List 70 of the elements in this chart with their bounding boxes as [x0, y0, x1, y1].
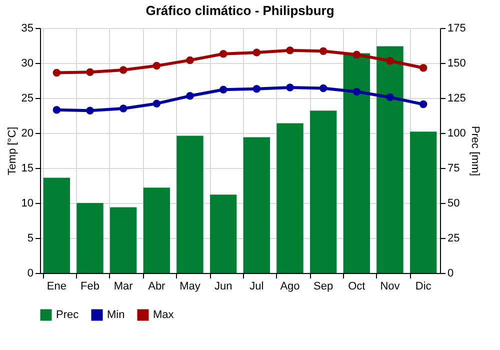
- point: [419, 64, 428, 72]
- x-tick-label: Jul: [250, 280, 264, 292]
- point: [86, 68, 94, 76]
- bar: [243, 137, 270, 273]
- y-tick-label: 35: [21, 22, 34, 34]
- x-tick-label: Oct: [348, 280, 366, 292]
- x-tick-label: Ene: [46, 280, 66, 292]
- point: [252, 48, 261, 56]
- y2-tick-label: 125: [448, 92, 466, 104]
- bar: [210, 194, 237, 273]
- y2-tick-label: 0: [448, 268, 454, 280]
- chart-title: Gráfico climático - Philipsburg: [146, 3, 334, 18]
- point: [119, 66, 128, 74]
- bar: [76, 203, 104, 273]
- y-tick-label: 25: [21, 92, 34, 104]
- y-tick-label: 20: [21, 128, 34, 140]
- y-tick-label: 5: [27, 232, 34, 244]
- bar: [343, 53, 370, 273]
- bar: [176, 136, 204, 273]
- y2-axis-title: Prec [mm]: [468, 126, 481, 176]
- point: [386, 93, 394, 102]
- point: [286, 84, 294, 92]
- point: [219, 50, 228, 58]
- point: [152, 62, 161, 70]
- legend-label: Min: [107, 309, 125, 321]
- y-tick-label: 30: [21, 58, 34, 70]
- bar: [143, 188, 170, 273]
- y-tick-label: 0: [27, 268, 34, 280]
- x-tick-label: Jun: [214, 280, 232, 292]
- bar: [376, 46, 404, 273]
- point: [352, 50, 361, 58]
- bar: [110, 207, 137, 273]
- point: [386, 57, 394, 65]
- y2-tick-label: 150: [448, 58, 466, 70]
- legend-label: Max: [153, 309, 174, 321]
- point: [419, 100, 428, 108]
- point: [319, 47, 328, 55]
- point: [152, 100, 161, 108]
- legend-label: Prec: [56, 309, 80, 321]
- x-tick-label: May: [180, 280, 201, 292]
- point: [52, 68, 61, 77]
- bar: [310, 110, 337, 273]
- y2-tick-label: 75: [448, 162, 460, 174]
- bar: [43, 178, 70, 273]
- point: [352, 88, 361, 96]
- y2-tick-label: 50: [448, 198, 460, 210]
- point: [119, 104, 128, 112]
- y2-tick-label: 100: [448, 128, 466, 140]
- x-tick-label: Feb: [80, 280, 100, 292]
- x-tick-label: Sep: [314, 280, 334, 292]
- point: [286, 46, 294, 54]
- x-tick-label: Dic: [415, 280, 432, 292]
- x-tick-label: Mar: [114, 280, 134, 292]
- y-tick-label: 15: [21, 162, 34, 174]
- x-tick-label: Abr: [148, 280, 166, 292]
- point: [219, 86, 228, 94]
- x-tick-label: Ago: [280, 280, 300, 292]
- point: [52, 106, 61, 114]
- point: [186, 92, 194, 100]
- bar: [276, 123, 304, 273]
- point: [86, 106, 94, 114]
- point: [319, 84, 328, 92]
- bar: [410, 132, 437, 273]
- x-tick-label: Nov: [380, 280, 400, 292]
- y2-tick-label: 175: [448, 22, 466, 34]
- point: [186, 56, 194, 64]
- y2-tick-label: 25: [448, 232, 460, 244]
- y-axis-title: Temp [°C]: [6, 126, 18, 176]
- point: [252, 85, 261, 93]
- y-tick-label: 10: [21, 198, 34, 210]
